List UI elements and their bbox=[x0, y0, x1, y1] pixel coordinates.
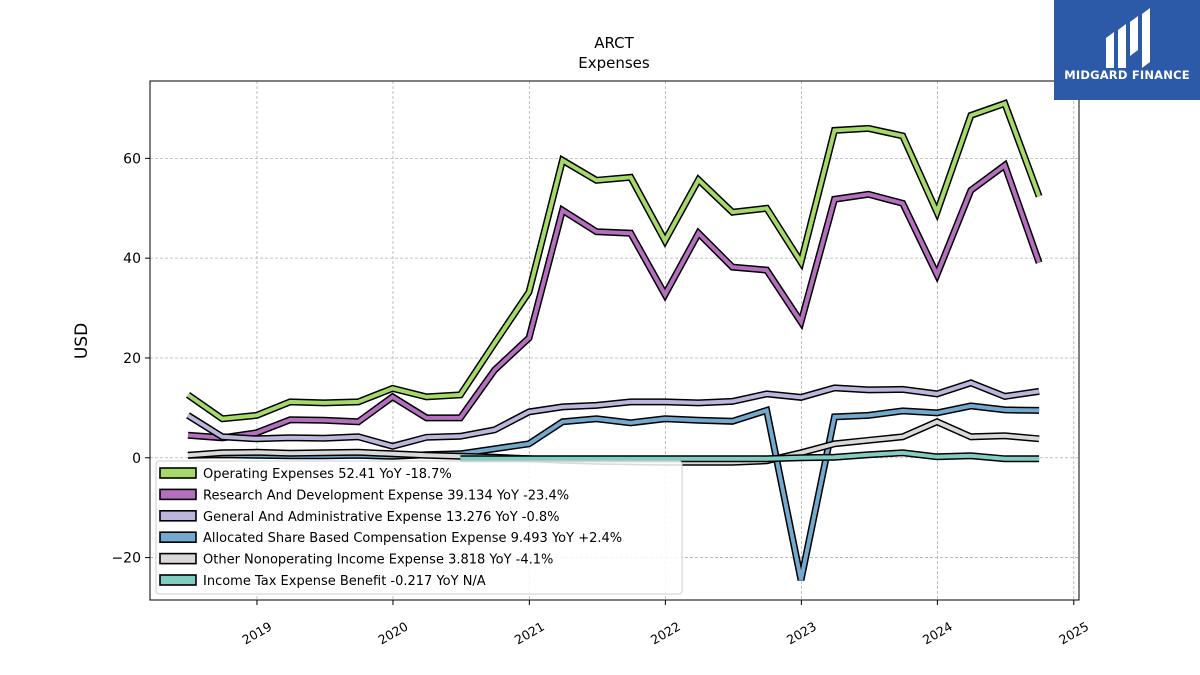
brand-name: MIDGARD FINANCE bbox=[1064, 68, 1190, 82]
x-tick-label: 2019 bbox=[239, 619, 274, 648]
y-tick-label: 0 bbox=[132, 451, 141, 467]
x-tick-label: 2024 bbox=[920, 619, 955, 648]
legend-label: Other Nonoperating Income Expense 3.818 … bbox=[203, 553, 553, 568]
chart-subtitle: Expenses bbox=[578, 54, 650, 72]
series-1-outline bbox=[187, 159, 1043, 442]
series-2-line bbox=[186, 380, 1040, 449]
legend-swatch bbox=[159, 488, 197, 501]
x-tick-label: 2020 bbox=[375, 619, 410, 648]
x-tick-label: 2025 bbox=[1056, 619, 1091, 648]
plot-frame bbox=[149, 80, 1080, 601]
legend-box bbox=[155, 460, 683, 595]
legend-swatch bbox=[159, 467, 197, 479]
legend-label: Operating Expenses 52.41 YoY -18.7% bbox=[203, 467, 452, 482]
y-tick-label: 40 bbox=[123, 251, 141, 267]
series-5-line bbox=[460, 450, 1040, 461]
legend-label: Allocated Share Based Compensation Expen… bbox=[203, 531, 622, 546]
y-axis-label: USD bbox=[72, 323, 92, 359]
series-1-line bbox=[187, 162, 1041, 440]
y-tick-label: 20 bbox=[123, 351, 141, 367]
legend-swatch bbox=[159, 509, 197, 522]
y-tick-label: 60 bbox=[123, 151, 141, 167]
legend: Operating Expenses 52.41 YoY -18.7% Resea… bbox=[155, 460, 683, 595]
legend-swatch bbox=[159, 531, 197, 544]
chart-title: ARCT bbox=[594, 34, 634, 52]
legend-swatch bbox=[159, 552, 197, 565]
y-tick-label: −20 bbox=[111, 551, 141, 567]
legend-label: General And Administrative Expense 13.27… bbox=[203, 510, 560, 525]
x-tick-label: 2022 bbox=[648, 619, 683, 648]
legend-label: Income Tax Expense Benefit -0.217 YoY N/… bbox=[203, 574, 486, 589]
x-tick-label: 2023 bbox=[784, 619, 819, 648]
x-tick-label: 2021 bbox=[512, 619, 547, 648]
brand-logo: MIDGARD FINANCE bbox=[1054, 0, 1200, 100]
legend-swatch bbox=[159, 574, 197, 586]
series-0-line bbox=[186, 100, 1041, 421]
legend-label: Research And Development Expense 39.134 … bbox=[203, 488, 569, 503]
brand-mark-icon bbox=[1106, 8, 1150, 68]
